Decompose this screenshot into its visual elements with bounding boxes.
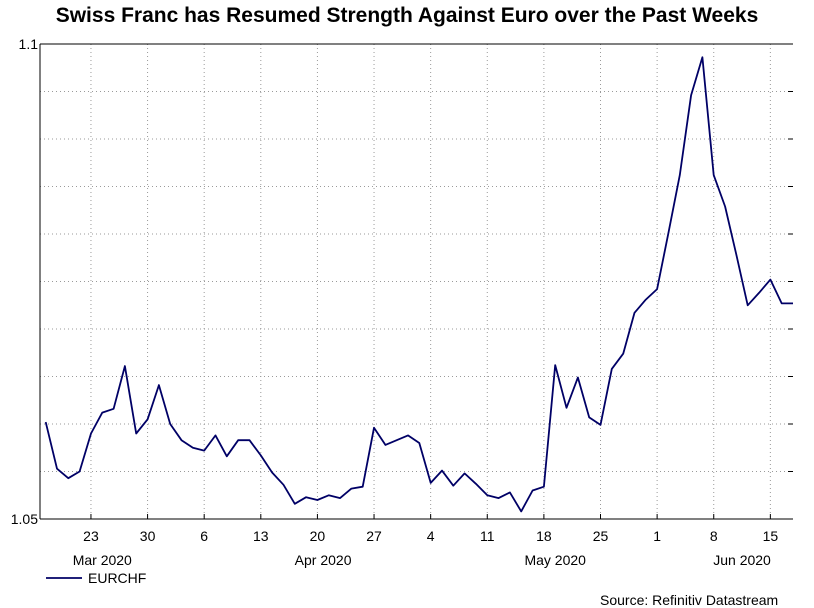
chart-title: Swiss Franc has Resumed Strength Against… (55, 4, 759, 27)
y-tick-label: 1.05 (11, 511, 38, 527)
legend: EURCHF (46, 570, 146, 586)
tick-marks (90, 91, 793, 519)
x-month-label: May 2020 (524, 552, 586, 568)
source-note: Source: Refinitiv Datastream (600, 592, 779, 608)
x-tick-label: 6 (200, 528, 208, 544)
x-tick-label: 30 (140, 528, 156, 544)
x-month-label: Apr 2020 (295, 552, 352, 568)
gridlines (40, 44, 793, 519)
x-tick-label: 8 (710, 528, 718, 544)
x-tick-label: 11 (480, 528, 495, 544)
series-lines (44, 56, 793, 513)
x-tick-label: 20 (310, 528, 326, 544)
legend-label-eurchf: EURCHF (88, 570, 146, 586)
x-tick-label: 13 (253, 528, 269, 544)
x-tick-label: 23 (83, 528, 99, 544)
x-tick-label: 15 (763, 528, 779, 544)
x-tick-label: 1 (653, 528, 661, 544)
x-tick-label: 25 (593, 528, 609, 544)
series-line-eurchf (44, 56, 793, 513)
x-month-label: Mar 2020 (73, 552, 132, 568)
x-tick-label: 4 (427, 528, 435, 544)
y-tick-label: 1.1 (19, 36, 39, 52)
x-tick-label: 18 (536, 528, 552, 544)
x-tick-label: 27 (366, 528, 382, 544)
axes (39, 43, 793, 520)
x-month-label: Jun 2020 (713, 552, 771, 568)
